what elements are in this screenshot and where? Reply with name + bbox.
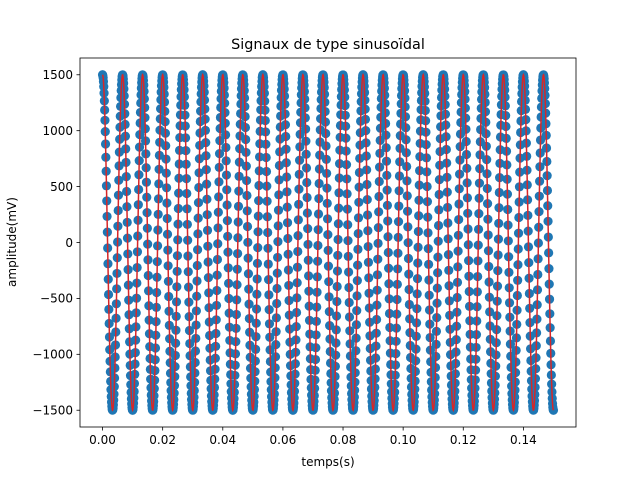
series-line: [101, 72, 555, 413]
chart-title: Signaux de type sinusoïdal: [231, 37, 425, 53]
y-axis: −1500 −1000 −500 0 500 1000 1500: [32, 68, 80, 418]
y-tick-label: −1000: [32, 348, 73, 362]
y-tick-label: 0: [65, 236, 73, 250]
x-axis-label: temps(s): [301, 455, 354, 469]
y-axis-label: amplitude(mV): [5, 197, 19, 287]
x-axis: 0.00 0.02 0.04 0.06 0.08 0.10 0.12 0.14: [89, 427, 537, 447]
x-tick-label: 0.00: [89, 433, 116, 447]
x-tick-label: 0.06: [270, 433, 297, 447]
y-tick-label: 1000: [42, 124, 73, 138]
x-tick-label: 0.10: [390, 433, 417, 447]
y-tick-label: −500: [40, 292, 73, 306]
y-tick-label: 500: [50, 180, 73, 194]
data-point: [548, 405, 559, 415]
x-tick-label: 0.04: [209, 433, 236, 447]
y-tick-label: −1500: [32, 404, 73, 418]
y-tick-label: 1500: [42, 68, 73, 82]
x-tick-label: 0.02: [149, 433, 176, 447]
x-tick-label: 0.14: [510, 433, 537, 447]
signal-line: [101, 72, 555, 413]
x-tick-label: 0.08: [330, 433, 357, 447]
x-tick-label: 0.12: [450, 433, 477, 447]
